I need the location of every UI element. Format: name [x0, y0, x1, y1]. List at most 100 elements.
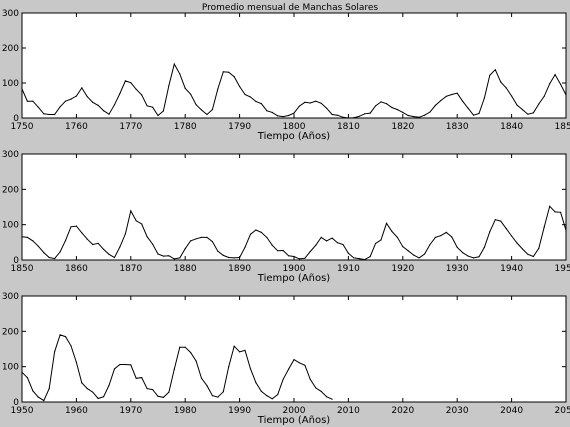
data-point: [304, 364, 306, 366]
data-point: [282, 116, 284, 118]
x-tick-label: 1810: [337, 122, 360, 132]
plot-area: [21, 153, 567, 261]
data-point: [462, 252, 464, 254]
data-point: [157, 253, 159, 255]
x-tick-label: 1790: [228, 122, 251, 132]
data-point: [48, 388, 50, 390]
plot-area: [21, 295, 567, 403]
data-point: [347, 252, 349, 254]
data-point: [440, 99, 442, 102]
x-tick-label: 1880: [174, 264, 197, 274]
data-point: [119, 246, 121, 248]
data-point: [162, 110, 164, 112]
data-point: [75, 361, 77, 363]
y-tick-label: 100: [2, 363, 19, 373]
data-point: [86, 238, 88, 240]
data-point: [380, 101, 382, 103]
data-point: [462, 100, 464, 102]
data-point: [369, 255, 371, 258]
data-point: [353, 117, 355, 119]
data-point: [97, 104, 99, 106]
data-point: [516, 242, 518, 244]
data-point: [146, 236, 148, 238]
data-point: [391, 230, 393, 232]
x-tick-label: 1990: [228, 406, 251, 416]
data-point: [494, 219, 496, 221]
data-point: [32, 390, 34, 392]
data-point: [37, 245, 39, 247]
data-point: [217, 250, 219, 252]
x-tick-label: 1780: [174, 122, 197, 132]
data-point: [375, 105, 377, 107]
data-point: [190, 351, 192, 354]
data-point: [54, 258, 56, 260]
data-point: [315, 387, 317, 389]
data-point: [478, 256, 480, 258]
data-point: [64, 100, 67, 102]
data-point: [200, 236, 203, 238]
data-point: [424, 114, 426, 116]
data-point: [211, 395, 213, 397]
data-point: [124, 233, 126, 235]
chart-panel-1: 0 100 200 300 1750 1760 1770 1780 1790 1800 1810 18…: [2, 9, 570, 142]
data-point: [505, 87, 507, 89]
x-tick-label: 1800: [283, 122, 306, 132]
data-point: [228, 71, 230, 73]
figure-title: Promedio mensual de Manchas Solares: [202, 3, 379, 13]
data-point: [500, 220, 502, 222]
data-point: [326, 240, 328, 242]
data-point: [48, 113, 50, 116]
data-point: [516, 104, 518, 106]
y-tick-label: 0: [13, 256, 19, 266]
data-point: [228, 256, 230, 259]
data-point: [119, 92, 121, 95]
data-point: [445, 95, 447, 97]
data-point: [37, 396, 39, 398]
data-point: [331, 398, 333, 400]
data-point: [549, 83, 551, 85]
data-point: [21, 236, 23, 238]
data-point: [554, 74, 556, 76]
x-tick-label: 1950: [555, 264, 570, 274]
data-point: [152, 243, 154, 245]
data-point: [233, 257, 235, 259]
data-point: [413, 254, 415, 256]
data-point: [483, 97, 485, 99]
data-point: [271, 111, 273, 113]
x-tick-label: 1750: [11, 122, 34, 132]
data-point: [222, 71, 224, 73]
data-point: [81, 87, 83, 89]
data-point: [293, 112, 295, 114]
data-point: [190, 93, 192, 95]
data-point: [331, 113, 333, 116]
data-point: [320, 102, 322, 104]
data-point: [293, 359, 295, 361]
data-point: [239, 351, 241, 353]
data-point: [511, 235, 513, 237]
data-point: [206, 385, 208, 387]
data-point: [146, 388, 148, 390]
data-point: [75, 225, 77, 227]
data-point: [54, 351, 56, 353]
y-tick-label: 300: [2, 9, 19, 19]
data-point: [135, 88, 137, 90]
data-point: [440, 235, 442, 237]
x-tick-label: 1760: [65, 122, 88, 132]
x-tick-label: 1820: [391, 122, 414, 132]
data-point: [538, 247, 540, 249]
data-point: [288, 255, 290, 257]
x-tick-label: 1890: [228, 264, 251, 274]
data-point: [206, 113, 208, 116]
data-point: [358, 115, 360, 117]
data-point: [195, 360, 197, 362]
data-point: [255, 229, 257, 231]
data-point: [206, 236, 208, 238]
y-tick-label: 200: [2, 327, 19, 337]
x-tick-label: 1940: [500, 264, 523, 274]
y-tick-label: 0: [13, 398, 19, 408]
data-point: [532, 112, 535, 114]
data-point: [233, 345, 235, 347]
data-point: [255, 100, 257, 103]
data-point: [331, 237, 333, 239]
